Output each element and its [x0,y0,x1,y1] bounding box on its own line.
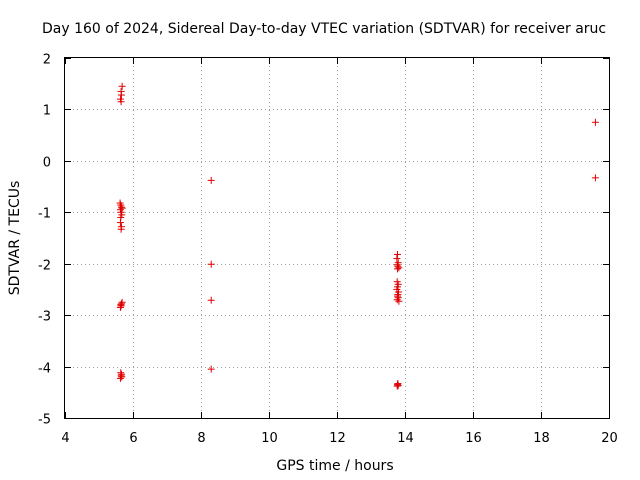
data-point [393,382,401,390]
plot-frame [64,57,610,419]
data-point [117,91,125,99]
x-tick-label: 20 [601,431,618,446]
y-tick-label: -1 [38,207,51,222]
data-point [118,373,126,381]
x-tick-label: 16 [465,431,482,446]
x-tick-label: 10 [261,431,278,446]
y-tick-label: -3 [38,310,51,325]
y-tick-label: 0 [43,156,51,171]
data-point [395,264,403,272]
y-axis-label: SDTVAR / TECUs [7,181,23,296]
data-point [394,382,402,390]
data-point [394,265,402,273]
data-point [393,255,401,263]
data-point [393,296,401,304]
data-points [116,82,599,390]
grid-layer [65,58,609,418]
chart-title: Day 160 of 2024, Sidereal Day-to-day VTE… [42,21,606,37]
data-point [117,302,125,310]
x-tick-label: 12 [329,431,346,446]
data-point [207,296,215,304]
data-point [207,365,215,373]
data-point [118,82,126,90]
y-tick-label: 1 [43,104,51,119]
x-tick-label: 14 [397,431,414,446]
data-point [591,174,599,182]
y-tick-label: -2 [38,259,51,274]
x-tick-label: 18 [533,431,550,446]
data-point [395,297,403,305]
y-tick-label: -4 [38,362,51,377]
data-point [118,204,126,212]
x-tick-label: 8 [197,431,205,446]
x-tick-label: 6 [129,431,137,446]
data-point [117,98,125,106]
data-point [207,260,215,268]
data-point [394,250,402,258]
data-point [207,176,215,184]
y-tick-label: 2 [43,53,51,68]
data-point [591,118,599,126]
data-point [116,303,124,311]
data-point [116,374,124,382]
data-point [116,219,124,227]
data-point [117,225,125,233]
x-axis-label: GPS time / hours [276,458,393,474]
x-axis: 4 6 8 10 12 14 16 18 20 [61,58,618,446]
x-tick-label: 4 [61,431,69,446]
y-axis: -5 -4 -3 -2 -1 0 1 2 [38,53,609,428]
y-tick-label: -5 [38,413,51,428]
